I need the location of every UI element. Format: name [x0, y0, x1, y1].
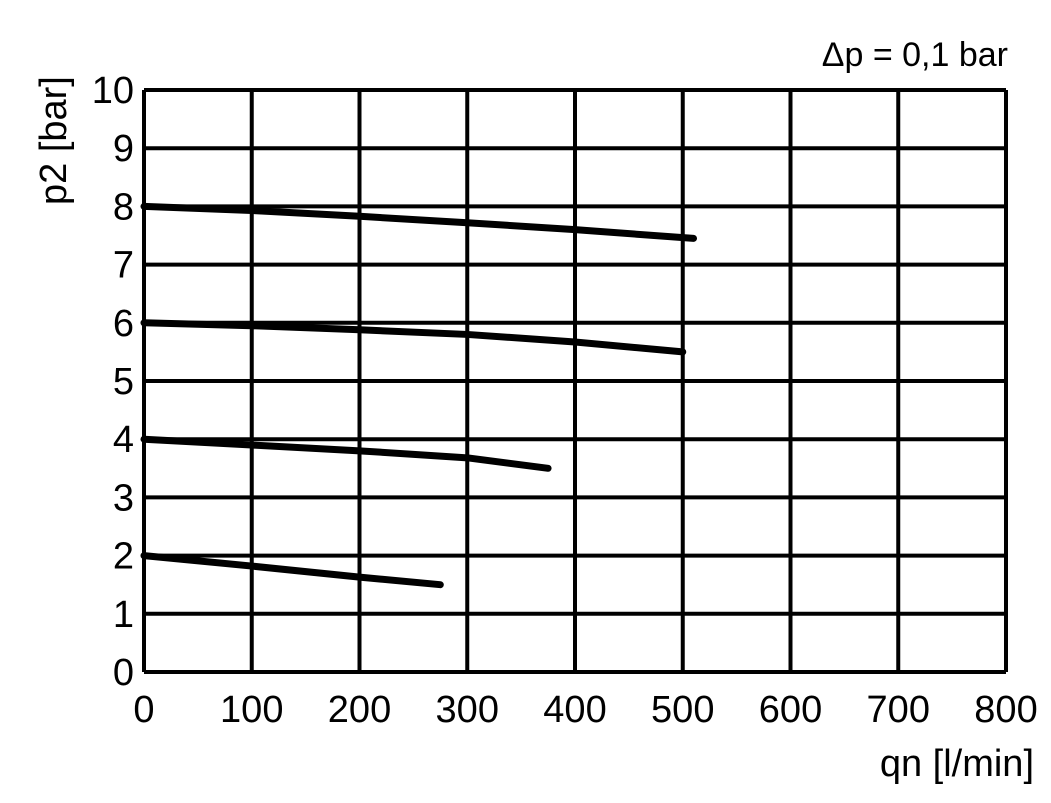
series-line-3	[140, 435, 552, 472]
y-tick-label: 5	[113, 361, 134, 403]
x-tick-label: 300	[436, 689, 499, 731]
x-tick-label: 700	[867, 689, 930, 731]
series-line-2	[140, 319, 687, 356]
y-tick-label: 3	[113, 477, 134, 519]
y-tick-label: 1	[113, 594, 134, 636]
x-tick-label: 600	[759, 689, 822, 731]
x-tick-label: 800	[974, 689, 1037, 731]
x-axis-label: qn [l/min]	[880, 743, 1034, 785]
annotation: Δp = 0,1 bar	[822, 36, 1008, 74]
x-tick-label: 400	[543, 689, 606, 731]
y-tick-label: 9	[113, 128, 134, 170]
y-tick-label: 10	[92, 70, 134, 112]
series-group	[140, 202, 698, 589]
y-tick-label: 7	[113, 245, 134, 287]
x-tick-label: 100	[220, 689, 283, 731]
y-tick-label: 8	[113, 186, 134, 228]
x-tick-label: 500	[651, 689, 714, 731]
x-tick-label: 200	[328, 689, 391, 731]
x-tick-label: 0	[133, 689, 154, 731]
y-tick-label: 0	[113, 652, 134, 694]
series-line-4	[140, 552, 444, 589]
y-tick-label: 6	[113, 303, 134, 345]
series-line-1	[140, 202, 698, 242]
y-tick-label: 4	[113, 419, 134, 461]
grid	[142, 88, 1008, 674]
y-tick-label: 2	[113, 536, 134, 578]
tick-labels: 0 100 200 300 400 500 600 700 800 0 1 2 3 4 5 6 7 8 9 10	[92, 70, 1038, 731]
y-axis-label: p2 [bar]	[33, 76, 75, 205]
